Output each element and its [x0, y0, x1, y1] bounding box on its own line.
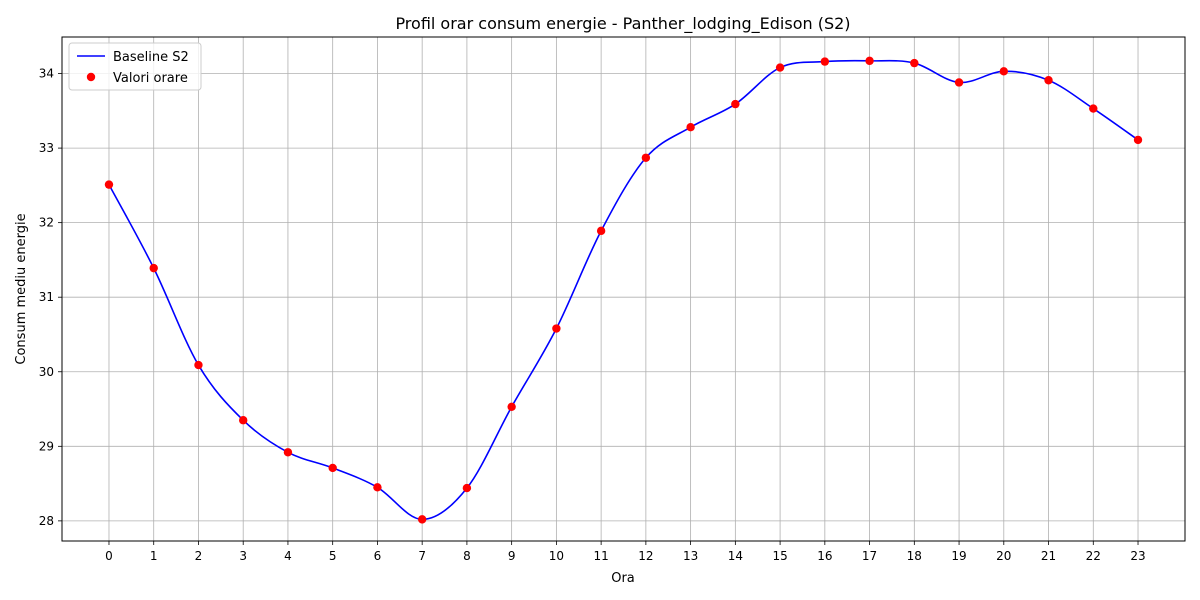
legend-label-points: Valori orare — [113, 71, 188, 86]
data-point — [865, 56, 874, 66]
x-tick-label: 7 — [418, 549, 426, 563]
x-tick-label: 16 — [817, 549, 832, 563]
y-tick-label: 33 — [39, 141, 54, 155]
data-point — [910, 58, 919, 68]
data-point — [596, 226, 606, 236]
data-point — [1089, 104, 1098, 113]
y-tick-label: 31 — [39, 290, 54, 304]
chart-title: Profil orar consum energie - Panther_lod… — [395, 14, 850, 34]
x-tick-label: 4 — [284, 549, 292, 563]
x-tick-label: 17 — [862, 549, 877, 563]
x-tick-label: 15 — [772, 549, 787, 563]
data-point — [194, 360, 203, 370]
x-tick-label: 11 — [593, 549, 608, 563]
x-tick-label: 21 — [1041, 549, 1056, 563]
x-tick-label: 19 — [951, 549, 966, 563]
x-axis-ticks: 0 1 2 3 4 5 6 7 8 9 10 11 12 13 14 15 16 17 18 19 20 21 22 23 — [105, 541, 1146, 563]
data-point — [641, 153, 651, 162]
x-axis-label: Ora — [611, 571, 635, 586]
x-tick-label: 8 — [463, 549, 471, 563]
grid-lines — [62, 37, 1185, 541]
x-tick-label: 10 — [549, 549, 564, 563]
data-point — [686, 123, 695, 132]
data-point — [820, 57, 830, 66]
legend-label-baseline: Baseline S2 — [113, 50, 189, 65]
data-point — [954, 78, 964, 87]
x-tick-label: 5 — [329, 549, 337, 563]
y-tick-label: 28 — [39, 514, 54, 528]
data-point — [149, 263, 158, 273]
x-tick-label: 9 — [508, 549, 516, 563]
x-tick-label: 23 — [1130, 549, 1145, 563]
x-tick-label: 13 — [683, 549, 698, 563]
data-point — [775, 63, 785, 72]
x-tick-label: 14 — [728, 549, 743, 563]
legend-box — [68, 42, 202, 91]
y-tick-label: 34 — [39, 67, 54, 81]
y-tick-label: 32 — [39, 216, 54, 230]
y-axis-label: Consum mediu energie — [14, 213, 29, 364]
data-point — [104, 180, 114, 189]
x-tick-label: 1 — [150, 549, 158, 563]
y-axis-ticks: 28 29 30 31 32 33 34 — [39, 67, 62, 528]
series-points — [104, 56, 1143, 524]
x-tick-label: 0 — [105, 549, 113, 563]
plot-frame — [61, 36, 1186, 542]
data-point — [999, 67, 1008, 76]
data-point — [328, 463, 337, 473]
data-point — [373, 483, 382, 492]
legend-point-swatch — [86, 72, 96, 82]
data-point — [1044, 76, 1053, 85]
x-tick-label: 3 — [239, 549, 247, 563]
data-point — [731, 99, 740, 109]
x-tick-label: 2 — [195, 549, 203, 563]
x-tick-label: 12 — [638, 549, 653, 563]
y-tick-label: 29 — [39, 439, 54, 453]
x-tick-label: 18 — [907, 549, 922, 563]
data-point — [283, 448, 293, 457]
x-tick-label: 22 — [1086, 549, 1101, 563]
data-point — [552, 324, 561, 333]
x-tick-label: 6 — [374, 549, 382, 563]
y-tick-label: 30 — [39, 365, 54, 379]
legend: Baseline S2 Valori orare — [68, 42, 202, 91]
data-point — [507, 402, 516, 411]
data-point — [462, 483, 472, 493]
data-point — [417, 515, 427, 524]
x-tick-label: 20 — [996, 549, 1011, 563]
data-point — [1133, 135, 1143, 145]
data-point — [239, 416, 248, 425]
